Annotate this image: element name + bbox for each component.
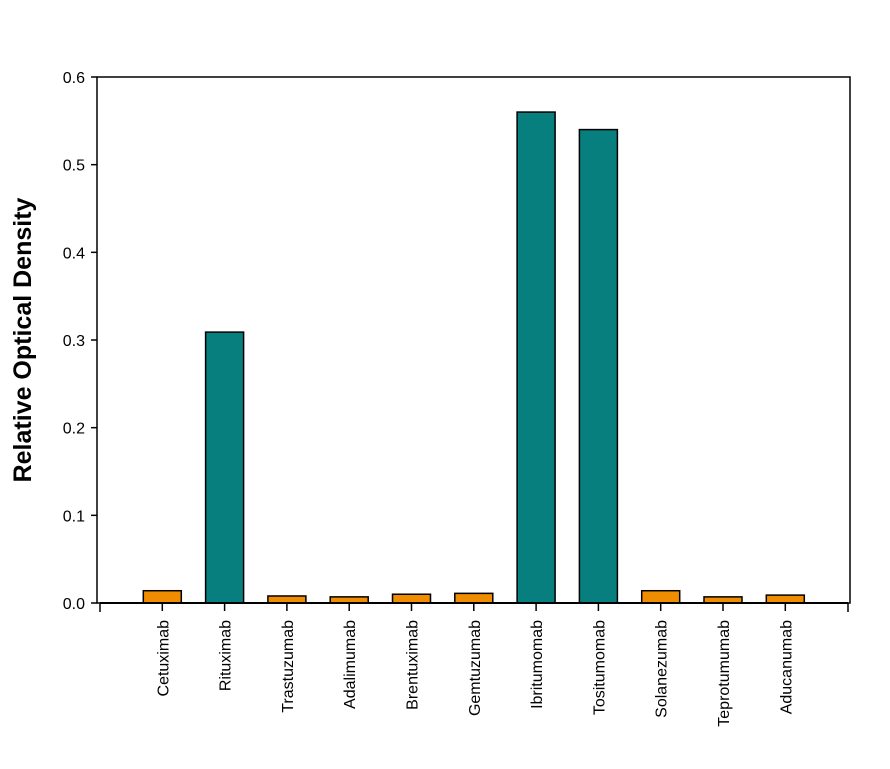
bar-gemtuzumab [454,592,494,604]
bar-brentuximab [391,593,432,604]
x-tick-label: Cetuximab [155,620,172,697]
x-tick-label: Aducanumab [778,620,795,714]
y-tick-label: 0.4 [63,245,85,262]
y-tick-label: 0.6 [63,70,85,87]
y-tick-label: 0.3 [63,333,85,350]
x-tick-label: Rituximab [218,620,235,691]
y-tick-label: 0.0 [63,596,85,613]
x-tick-label: Adalimumab [342,620,359,709]
x-tick-label: Trastuzumab [280,620,297,713]
bar-ibritumomab [516,111,556,604]
bar-tositumomab [578,128,619,604]
x-tick-label: Ibritumomab [529,620,546,709]
x-tick-label: Brentuximab [405,620,422,710]
bar-trastuzumab [267,595,307,604]
x-tick-label: Solanezumab [654,620,671,718]
bar-rituximab [204,331,245,604]
y-axis-label: Relative Optical Density [9,197,37,482]
bar-cetuximab [142,589,183,604]
y-tick-label: 0.5 [63,158,85,175]
x-tick-label: Gemtuzumab [467,620,484,716]
bar-solanezumab [640,589,681,604]
x-tick-label: Tositumomab [591,620,608,715]
y-tick-label: 0.1 [63,508,85,525]
bar-aducanumab [765,594,806,604]
x-tick-label: Teprotumumab [716,620,733,727]
y-tick-label: 0.2 [63,421,85,438]
